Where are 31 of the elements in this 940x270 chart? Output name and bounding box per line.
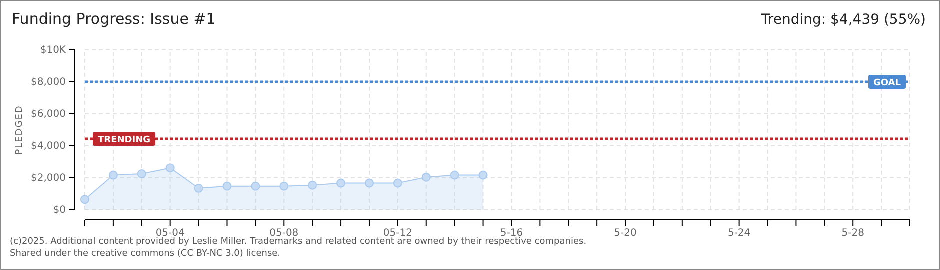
text: Shared under the creative commons (CC BY-NC 3.0) license. (10, 249, 281, 259)
point (251, 182, 260, 191)
y-tick-label: $8,000 (31, 77, 66, 88)
point (450, 170, 460, 180)
point (478, 170, 488, 180)
point (280, 182, 289, 191)
point (222, 182, 232, 191)
point (108, 170, 118, 180)
point (80, 195, 90, 204)
y-axis-title: PLEDGED (15, 105, 25, 155)
point (166, 164, 175, 173)
point (422, 172, 431, 182)
y-tick-label: $2,000 (31, 173, 66, 184)
y-tick-label: $6,000 (31, 109, 66, 120)
point (364, 178, 374, 188)
x-tick-label: 5-28 (842, 228, 864, 240)
ref-line-label: TRENDING (98, 135, 150, 146)
x-tick-label: 5-24 (728, 228, 751, 240)
point (137, 170, 146, 178)
point (393, 178, 402, 188)
chart-title: Funding Progress: Issue #1 (12, 10, 216, 28)
y-tick-label: $10K (40, 45, 66, 56)
point (336, 178, 346, 188)
point (194, 184, 204, 193)
chart-subtitle: Trending: $4,439 (55%) (760, 12, 926, 28)
ref-line-label: GOAL (874, 78, 902, 88)
y-tick-label: $4,000 (31, 141, 66, 152)
text: (c)2025. Additional content provided by Leslie Miller. Trademarks and related content are owned by their respective companies. (10, 237, 587, 247)
y-tick-label: $0 (53, 205, 66, 216)
point (308, 180, 318, 190)
x-tick-label: 5-20 (614, 228, 637, 240)
